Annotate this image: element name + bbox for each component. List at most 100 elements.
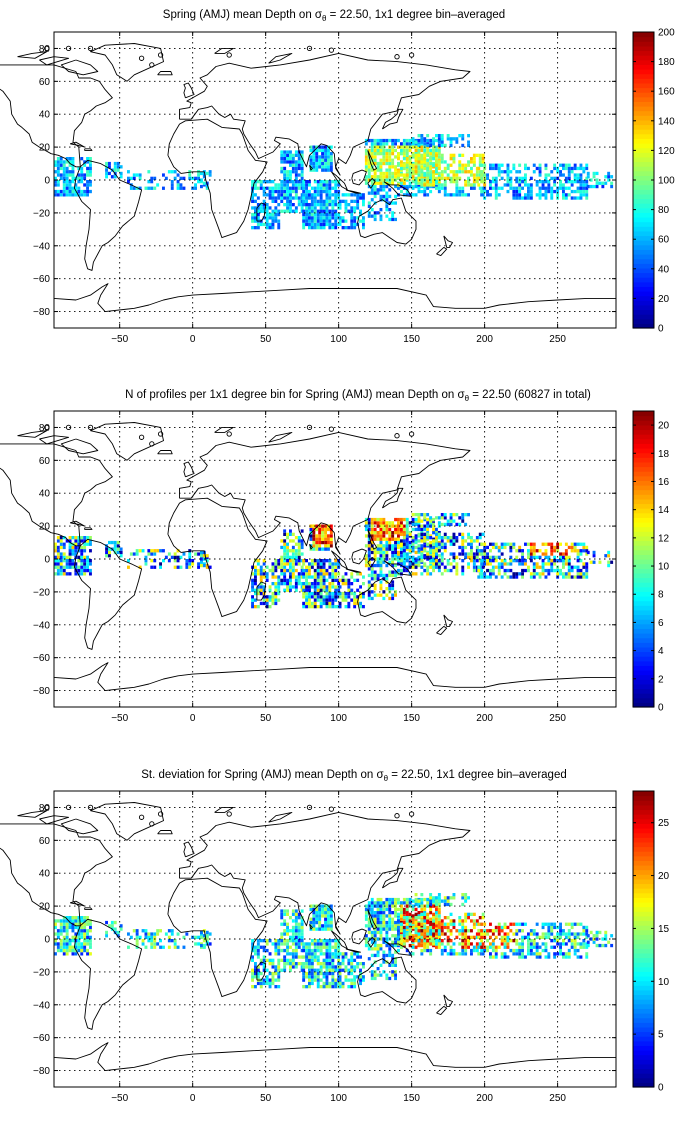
- data-cell: [356, 193, 360, 197]
- data-cell: [452, 948, 456, 953]
- data-cell: [305, 595, 308, 599]
- data-cell: [147, 932, 151, 936]
- y-tick-label: 40: [39, 489, 51, 500]
- data-cell: [313, 942, 317, 946]
- data-cell: [289, 939, 292, 943]
- data-cell: [286, 180, 289, 184]
- data-cell: [300, 196, 304, 200]
- data-cell: [325, 981, 329, 986]
- data-cell: [470, 157, 473, 161]
- data-cell: [532, 575, 536, 579]
- data-cell: [373, 554, 377, 558]
- data-cell: [437, 945, 441, 949]
- data-cell: [414, 170, 418, 174]
- data-cell: [283, 153, 287, 157]
- data-cell: [481, 555, 485, 559]
- data-cell: [294, 575, 298, 579]
- colorbar-band: [633, 115, 654, 121]
- data-cell: [579, 183, 583, 187]
- data-cell: [579, 176, 583, 180]
- coastline: [331, 550, 348, 570]
- data-cell: [400, 942, 403, 946]
- data-cell: [470, 935, 473, 939]
- data-cell: [455, 189, 459, 194]
- data-cell: [414, 536, 418, 540]
- data-cell: [461, 925, 465, 930]
- data-cell: [437, 897, 441, 902]
- data-cell: [185, 559, 189, 563]
- data-cell: [464, 545, 468, 550]
- data-cell: [512, 559, 516, 563]
- data-cell: [200, 935, 203, 939]
- data-cell: [327, 161, 330, 166]
- data-cell: [327, 907, 330, 912]
- data-cell: [77, 935, 81, 939]
- data-cell: [274, 206, 278, 210]
- data-cell: [550, 568, 554, 573]
- data-cell: [388, 217, 392, 222]
- data-cell: [322, 971, 326, 976]
- data-cell: [324, 907, 327, 912]
- data-cell: [592, 554, 596, 558]
- data-cell: [89, 919, 92, 923]
- data-cell: [315, 917, 319, 921]
- data-cell: [268, 958, 272, 962]
- data-cell: [494, 189, 498, 194]
- panel-profile-count: N of profiles per 1x1 degree bin for Spr…: [0, 389, 670, 724]
- data-cell: [268, 216, 272, 220]
- data-cell: [135, 935, 139, 939]
- data-cell: [59, 565, 63, 569]
- data-cell: [455, 536, 459, 540]
- data-cell: [379, 208, 383, 212]
- data-cell: [202, 181, 206, 185]
- data-cell: [316, 981, 320, 986]
- data-cell: [411, 549, 415, 553]
- data-cell: [173, 176, 177, 180]
- data-cell: [341, 575, 345, 579]
- data-cell: [461, 539, 465, 543]
- data-cell: [385, 593, 389, 597]
- data-cell: [373, 920, 377, 925]
- data-cell: [274, 183, 278, 187]
- data-cell: [411, 562, 415, 566]
- colorbar-band: [633, 563, 654, 569]
- data-cell: [489, 945, 492, 949]
- data-cell: [417, 176, 421, 180]
- data-cell: [89, 542, 92, 546]
- coastline: [383, 560, 413, 576]
- data-cell: [277, 588, 281, 592]
- data-cell: [405, 173, 409, 177]
- data-cell: [494, 186, 498, 190]
- data-cell: [77, 932, 81, 936]
- data-cell: [394, 960, 397, 964]
- data-cell: [318, 148, 322, 153]
- data-cell: [582, 562, 586, 566]
- data-cell: [324, 544, 327, 548]
- data-cell: [302, 942, 306, 946]
- data-cell: [397, 145, 400, 149]
- data-cell: [449, 170, 453, 174]
- data-cell: [116, 547, 120, 551]
- data-cell: [426, 945, 430, 949]
- data-cell: [376, 593, 380, 597]
- colorbar-band: [633, 656, 654, 662]
- data-cell: [86, 166, 89, 171]
- data-cell: [274, 209, 278, 213]
- data-cell: [385, 554, 389, 558]
- data-cell: [559, 572, 562, 576]
- x-tick-label: 250: [549, 713, 566, 724]
- colorbar-band: [633, 309, 654, 315]
- data-cell: [68, 945, 72, 949]
- data-cell: [291, 948, 295, 953]
- data-cell: [388, 158, 392, 162]
- data-cell: [291, 209, 295, 213]
- data-cell: [337, 193, 341, 197]
- data-cell: [423, 175, 427, 179]
- data-cell: [338, 605, 342, 609]
- colorbar-band: [633, 609, 654, 616]
- data-cell: [286, 962, 289, 966]
- data-cell: [491, 572, 495, 576]
- data-cell: [559, 186, 562, 190]
- data-cell: [319, 595, 323, 599]
- data-cell: [455, 140, 459, 144]
